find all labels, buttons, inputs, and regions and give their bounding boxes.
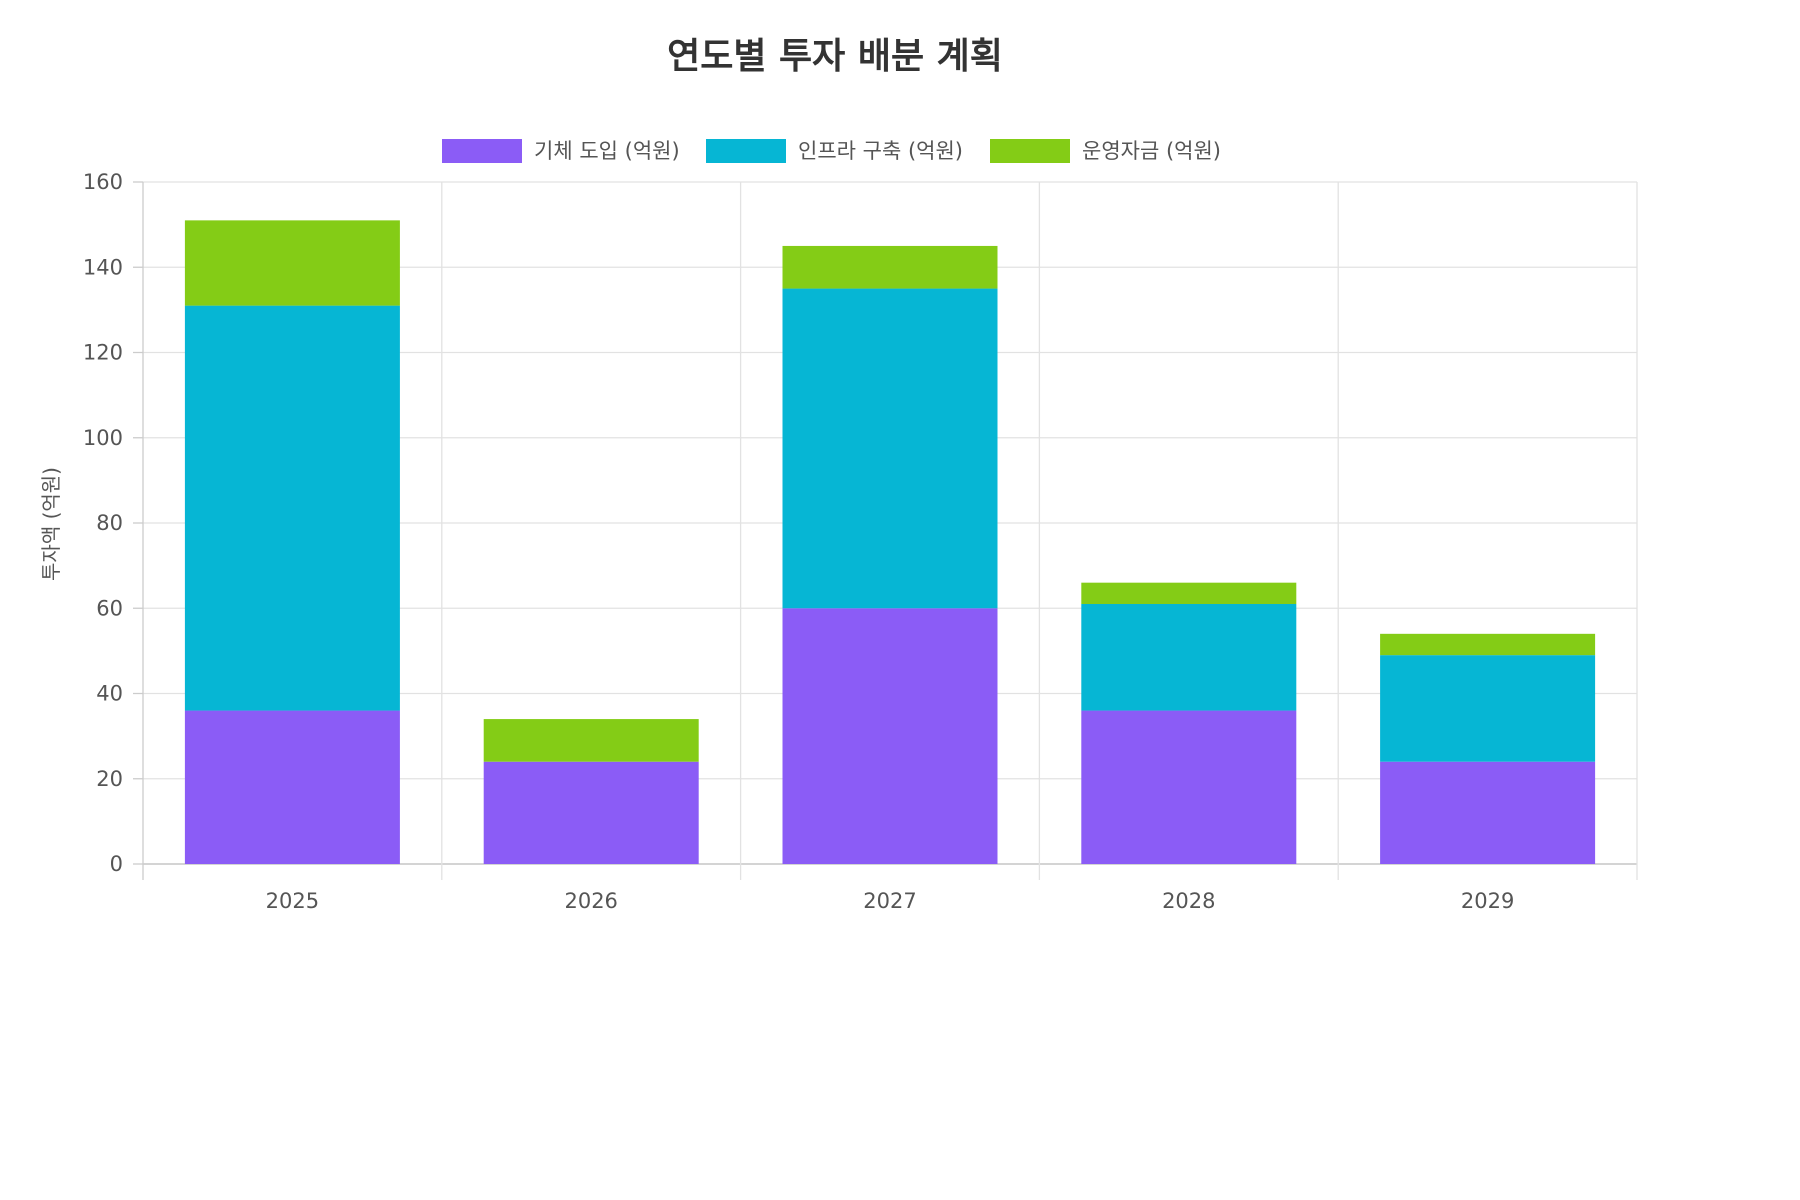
bar-segment[interactable] [1081,582,1297,604]
y-tick-label: 80 [96,511,123,535]
y-tick-label: 20 [96,767,123,791]
bar-segment[interactable] [1380,761,1596,864]
x-tick-label: 2029 [1461,889,1514,913]
bar-segment[interactable] [1380,633,1596,656]
y-axis-title: 투자액 (억원) [39,467,63,581]
y-tick-label: 120 [83,341,123,365]
y-tick-label: 60 [96,596,123,620]
legend-swatch [706,139,786,163]
legend-label: 인프라 구축 (억원) [798,139,963,163]
bar-segment[interactable] [782,245,998,289]
x-tick-label: 2027 [863,889,916,913]
y-tick-label: 40 [96,682,123,706]
bar-segment[interactable] [1081,603,1297,711]
legend-label: 운영자금 (억원) [1082,139,1221,163]
legend: 기체 도입 (억원) 인프라 구축 (억원) 운영자금 (억원) [442,139,1221,163]
legend-swatch [442,139,522,163]
y-tick-label: 140 [83,255,123,279]
bar-segment[interactable] [483,761,699,864]
legend-label: 기체 도입 (억원) [534,139,680,163]
bar-segment[interactable] [184,710,400,864]
x-tick-label: 2025 [266,889,319,913]
bar-segment[interactable] [782,608,998,864]
legend-swatch [990,139,1070,163]
bar-segment[interactable] [184,305,400,711]
chart-title: 연도별 투자 배분 계획 [667,36,1003,77]
bar-segment[interactable] [1380,655,1596,762]
bars [184,220,1596,864]
bar-segment[interactable] [782,288,998,609]
bar-segment[interactable] [184,220,400,306]
y-tick-label: 100 [83,426,123,450]
x-tick-label: 2026 [564,889,617,913]
bar-segment[interactable] [1081,710,1297,864]
y-tick-label: 160 [83,170,123,194]
bar-segment[interactable] [483,719,699,762]
y-tick-label: 0 [110,852,123,876]
axes: 0 20 40 60 80 100 120 140 160 2025 2026 2027 2028 202… [83,170,1514,913]
x-tick-label: 2028 [1162,889,1215,913]
